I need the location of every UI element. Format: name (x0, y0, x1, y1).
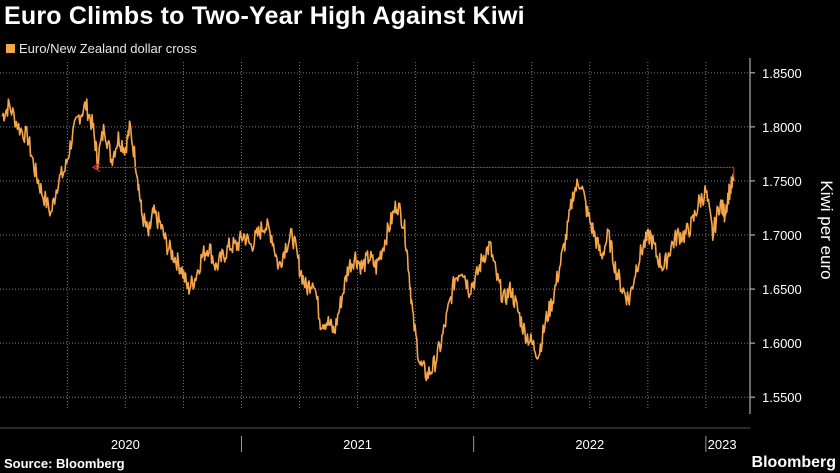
y-tick-label: 1.8500 (762, 66, 802, 81)
legend: Euro/New Zealand dollar cross (6, 41, 197, 56)
source-note: Source: Bloomberg (4, 456, 125, 471)
x-tick-label: 2022 (575, 437, 604, 452)
bloomberg-logo: Bloomberg (751, 454, 836, 471)
series-line (1, 98, 735, 382)
y-tick-label: 1.7000 (762, 228, 802, 243)
y-tick-label: 1.6500 (762, 282, 802, 297)
y-tick-label: 1.8000 (762, 120, 802, 135)
annotation-layer (91, 162, 735, 178)
y-tick-label: 1.7500 (762, 174, 802, 189)
y-tick-label: 1.6000 (762, 336, 802, 351)
legend-swatch (6, 44, 15, 53)
x-tick-label: 2020 (111, 437, 140, 452)
chart-title: Euro Climbs to Two-Year High Against Kiw… (4, 2, 525, 30)
legend-label: Euro/New Zealand dollar cross (19, 41, 197, 56)
y-tick-label: 1.5500 (762, 390, 802, 405)
x-tick-label: 2023 (708, 437, 737, 452)
arrow-head (91, 162, 101, 172)
axis-layer: 1.5500 1.6000 1.6500 1.7000 1.7500 1.8000 1.85… (0, 58, 836, 452)
series-layer (1, 98, 735, 382)
x-tick-label: 2021 (343, 437, 372, 452)
grid-layer (0, 62, 750, 408)
y-axis-title: Kiwi per euro (817, 180, 836, 279)
